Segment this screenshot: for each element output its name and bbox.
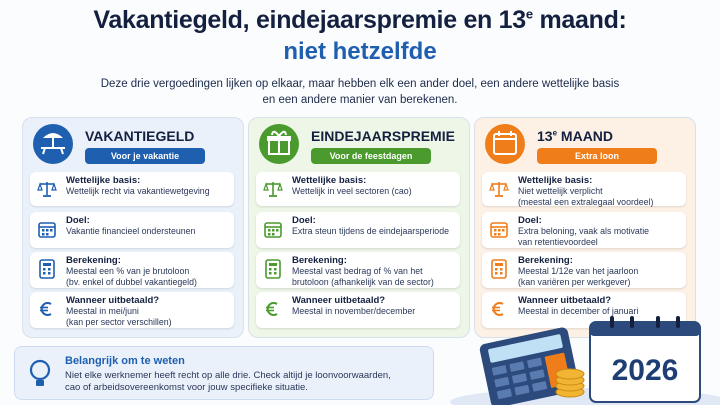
column-title: 13e MAAND — [537, 128, 613, 144]
column-title-text: VAKANTIEGELD — [85, 128, 195, 144]
item-line: (meestal een extralegaal voordeel) — [518, 197, 654, 207]
item-card: Wanneer uitbetaald? Meestal in november/d… — [256, 292, 460, 328]
item-line: (kan variëren per werkgever) — [518, 277, 631, 287]
item-icon — [488, 298, 510, 320]
item-icon — [36, 258, 58, 280]
column-tag: Voor de feestdagen — [311, 148, 431, 164]
item-text: Meestal 1/12e van het jaarloon (kan varië… — [518, 266, 638, 288]
item-text: Vakantie financieel ondersteunen — [66, 226, 195, 237]
column-title-text: MAAND — [557, 128, 614, 144]
item-label: Wanneer uitbetaald? — [518, 295, 612, 306]
calendar-year: 2026 — [612, 354, 679, 387]
item-label: Wettelijke basis: — [518, 175, 593, 186]
item-card: Wettelijke basis: Wettelijk in veel secto… — [256, 172, 460, 206]
item-line: Meestal een % van je brutoloon — [66, 266, 190, 276]
item-card: Wettelijke basis: Niet wettelijk verplich… — [482, 172, 686, 208]
item-label: Doel: — [66, 215, 90, 226]
note-line: Niet elke werknemer heeft recht op alle … — [65, 370, 391, 381]
item-icon — [262, 298, 284, 320]
item-text: Niet wettelijk verplicht (meestal een ext… — [518, 186, 653, 208]
note-box: Belangrijk om te weten Niet elke werknem… — [14, 346, 434, 400]
title-sup: e — [525, 6, 533, 22]
item-card: Berekening: Meestal 1/12e van het jaarloo… — [482, 252, 686, 288]
item-line: (kan per sector verschillen) — [66, 317, 172, 327]
item-line: Niet wettelijk verplicht — [518, 186, 603, 196]
column-title: VAKANTIEGELD — [85, 128, 194, 144]
item-icon — [262, 178, 284, 200]
item-line: Meestal in november/december — [292, 306, 416, 316]
item-line: Vakantie financieel ondersteunen — [66, 226, 196, 236]
item-icon — [262, 218, 284, 240]
column: 13e MAAND Extra loon Wettelijke basis: Niet… — [474, 117, 696, 338]
column-title: EINDEJAARSPREMIE — [311, 128, 455, 144]
column-icon — [259, 124, 299, 164]
item-label: Wettelijke basis: — [292, 175, 367, 186]
column-title-text: EINDEJAARSPREMIE — [311, 128, 455, 144]
item-line: Meestal 1/12e van het jaarloon — [518, 266, 639, 276]
column-title-text: e — [552, 128, 558, 138]
column-icon — [485, 124, 525, 164]
item-line: Meestal in december of januari — [518, 306, 639, 316]
item-icon — [36, 178, 58, 200]
item-icon — [36, 298, 58, 320]
item-label: Berekening: — [66, 255, 121, 266]
item-icon — [488, 178, 510, 200]
item-line: Extra steun tijdens de eindejaarsperiode — [292, 226, 449, 236]
column-tag: Extra loon — [537, 148, 657, 164]
column: EINDEJAARSPREMIE Voor de feestdagen Wettel… — [248, 117, 470, 338]
item-card: Doel: Vakantie financieel ondersteunen — [30, 212, 234, 248]
item-card: Berekening: Meestal een % van je brutoloo… — [30, 252, 234, 288]
item-icon — [262, 258, 284, 280]
item-line: Wettelijk in veel sectoren (cao) — [292, 186, 412, 196]
item-card: Berekening: Meestal vast bedrag of % van … — [256, 252, 460, 288]
item-line: Wettelijk recht via vakantiewetgeving — [66, 186, 210, 196]
item-label: Berekening: — [518, 255, 573, 266]
title: Vakantiegeld, eindejaarspremie en 13e ma… — [0, 6, 720, 35]
item-label: Wanneer uitbetaald? — [66, 295, 160, 306]
illustration: 2026 — [450, 316, 720, 405]
item-icon — [488, 218, 510, 240]
title-text: Vakantiegeld, eindejaarspremie en 13 — [93, 6, 526, 34]
bulb-icon — [29, 359, 51, 386]
intro-line: en een andere manier van berekenen. — [262, 94, 458, 106]
item-icon — [36, 218, 58, 240]
item-line: brutoloon (afhankelijk van de sector) — [292, 277, 434, 287]
item-label: Wettelijke basis: — [66, 175, 141, 186]
note-title: Belangrijk om te weten — [65, 355, 185, 367]
item-line: Meestal vast bedrag of % van het — [292, 266, 423, 276]
item-label: Doel: — [292, 215, 316, 226]
column: VAKANTIEGELD Voor je vakantie Wettelijke b… — [22, 117, 244, 338]
item-text: Meestal in december of januari — [518, 306, 638, 317]
item-line: Meestal in mei/juni — [66, 306, 139, 316]
item-line: Extra beloning, vaak als motivatie — [518, 226, 650, 236]
item-line: van retentievoordeel — [518, 237, 598, 247]
item-card: Doel: Extra beloning, vaak als motivatie v… — [482, 212, 686, 248]
item-icon — [488, 258, 510, 280]
item-label: Wanneer uitbetaald? — [292, 295, 386, 306]
item-line: (bv. enkel of dubbel vakantiegeld) — [66, 277, 197, 287]
title-text: maand: — [532, 6, 627, 34]
column-tag: Voor je vakantie — [85, 148, 205, 164]
subtitle: niet hetzelfde — [283, 38, 437, 65]
note-line: cao of arbeidsovereenkomst voor jouw spe… — [65, 382, 308, 393]
item-label: Doel: — [518, 215, 542, 226]
column-icon — [33, 124, 73, 164]
intro: Deze drie vergoedingen lijken op elkaar,… — [0, 76, 720, 108]
item-text: Meestal een % van je brutoloon (bv. enkel… — [66, 266, 197, 288]
item-card: Wettelijke basis: Wettelijk recht via vak… — [30, 172, 234, 206]
item-text: Meestal in november/december — [292, 306, 415, 317]
item-text: Extra steun tijdens de eindejaarsperiode — [292, 226, 449, 237]
item-text: Meestal in mei/juni (kan per sector versc… — [66, 306, 172, 328]
item-card: Wanneer uitbetaald? Meestal in mei/juni (k… — [30, 292, 234, 328]
item-text: Wettelijk in veel sectoren (cao) — [292, 186, 412, 197]
item-label: Berekening: — [292, 255, 347, 266]
item-text: Extra beloning, vaak als motivatie van re… — [518, 226, 649, 248]
column-title-text: 13 — [537, 128, 553, 144]
item-text: Meestal vast bedrag of % van het brutoloo… — [292, 266, 434, 288]
intro-line: Deze drie vergoedingen lijken op elkaar,… — [100, 78, 620, 90]
item-text: Wettelijk recht via vakantiewetgeving — [66, 186, 210, 197]
item-card: Doel: Extra steun tijdens de eindejaarspe… — [256, 212, 460, 248]
